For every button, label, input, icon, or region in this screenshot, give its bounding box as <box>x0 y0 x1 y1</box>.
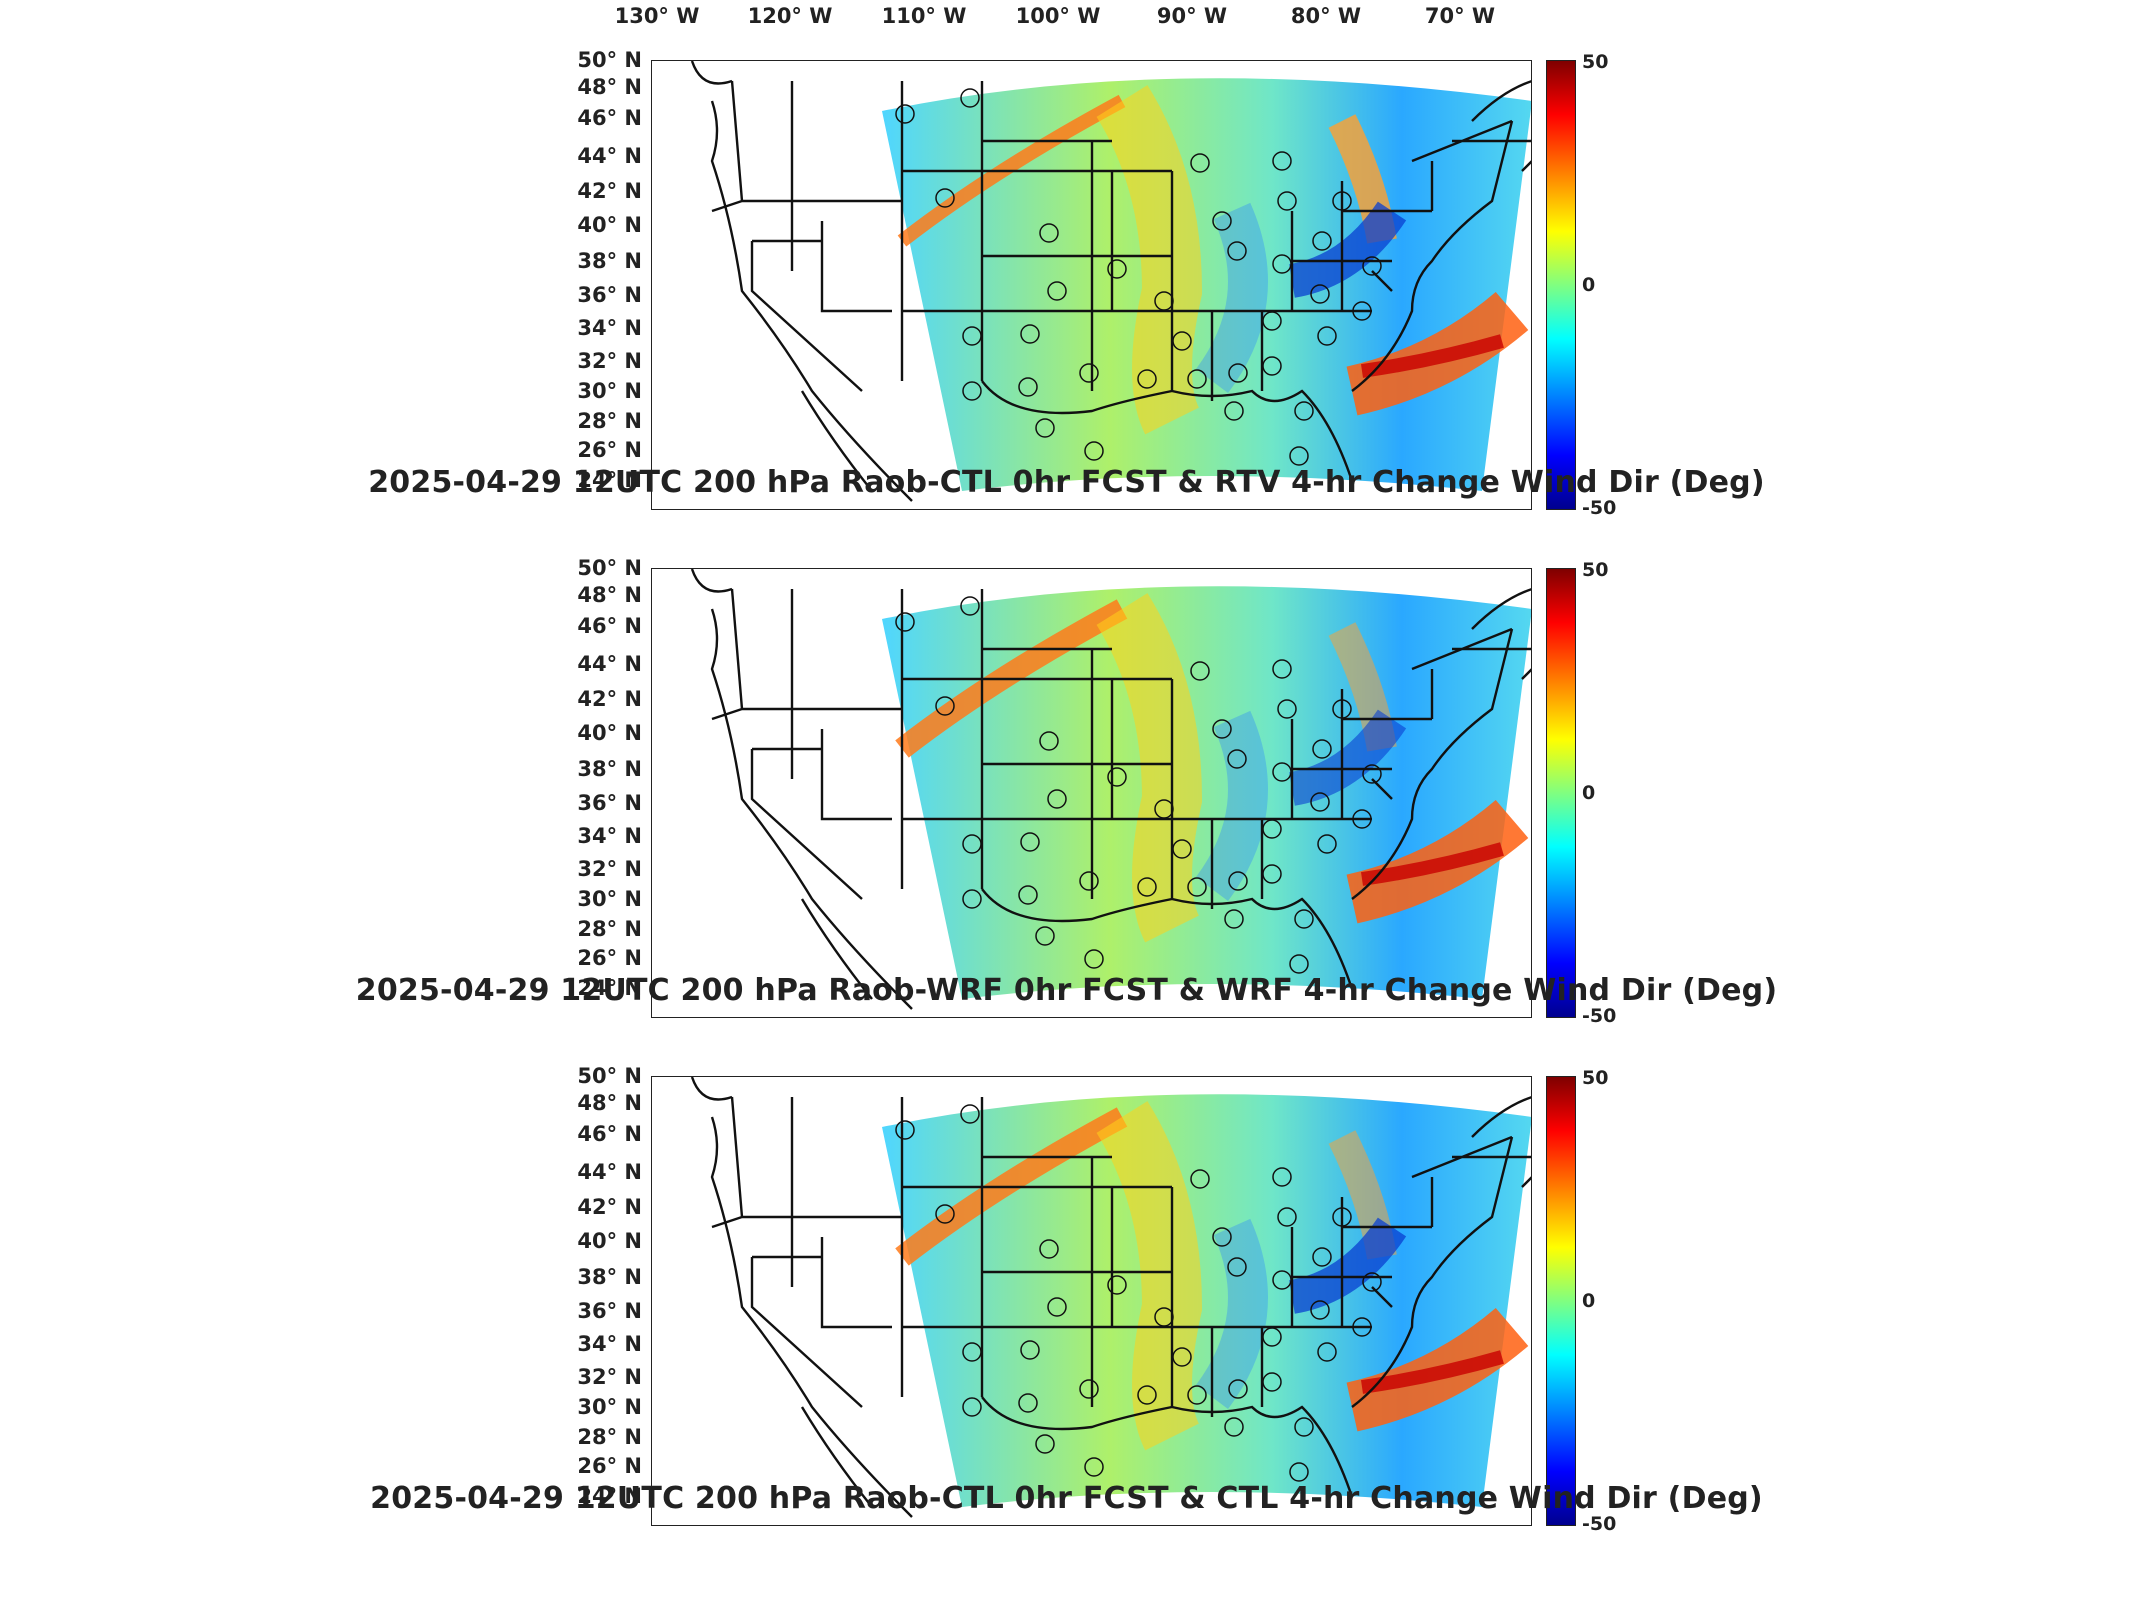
lat-label: 24° N <box>577 1484 642 1508</box>
lat-label: 46° N <box>577 106 642 130</box>
colorbar-max-label: 50 <box>1582 559 1609 581</box>
lat-label: 36° N <box>577 1299 642 1323</box>
lat-label: 26° N <box>577 438 642 462</box>
panel-title: 2025-04-29 12UTC 200 hPa Raob-CTL 0hr FC… <box>370 1481 1763 1516</box>
lat-label: 36° N <box>577 283 642 307</box>
data-field <box>882 1094 1531 1507</box>
lat-label: 44° N <box>577 1160 642 1184</box>
lat-label: 42° N <box>577 687 642 711</box>
lat-label: 44° N <box>577 144 642 168</box>
colorbar-mid-label: 0 <box>1582 1290 1596 1312</box>
colorbar-mid-label: 0 <box>1582 782 1596 804</box>
lat-label: 42° N <box>577 1195 642 1219</box>
lat-label: 50° N <box>577 1064 642 1088</box>
lat-label: 28° N <box>577 1425 642 1449</box>
lat-label: 44° N <box>577 652 642 676</box>
colorbar-max-label: 50 <box>1582 51 1609 73</box>
latitude-axis: 50° N 48° N 46° N 44° N 42° N 40° N 38° N 36° N… <box>560 1064 650 1526</box>
lon-label: 110° W <box>881 4 967 28</box>
lon-label: 130° W <box>614 4 700 28</box>
lon-label: 100° W <box>1015 4 1101 28</box>
raob-stations <box>895 88 1382 466</box>
state-boundaries <box>690 1077 1531 1518</box>
lon-label: 70° W <box>1424 4 1496 28</box>
map-panel-1: 50° N 48° N 46° N 44° N 42° N 40° N 38° N 36° N… <box>0 0 2133 519</box>
lat-label: 50° N <box>577 48 642 72</box>
lat-label: 48° N <box>577 583 642 607</box>
data-field <box>882 586 1531 999</box>
state-boundaries <box>690 61 1531 502</box>
data-field <box>882 78 1531 491</box>
colorbar-min-label: -50 <box>1582 1513 1617 1535</box>
longitude-axis: 130° W 120° W 110° W 100° W 90° W 80° W … <box>0 0 2133 40</box>
wind-direction-map <box>651 1076 1532 1526</box>
lon-label: 80° W <box>1290 4 1362 28</box>
lat-label: 40° N <box>577 213 642 237</box>
colorbar-mid-label: 0 <box>1582 274 1596 296</box>
lat-label: 38° N <box>577 1265 642 1289</box>
colorbar-max-label: 50 <box>1582 1067 1609 1089</box>
lat-label: 24° N <box>577 976 642 1000</box>
map-panel-3: 50° N 48° N 46° N 44° N 42° N 40° N 38° N 36° N… <box>0 1016 2133 1535</box>
lat-label: 46° N <box>577 1122 642 1146</box>
colorbar <box>1546 568 1576 1018</box>
lat-label: 30° N <box>577 1395 642 1419</box>
lat-label: 48° N <box>577 1091 642 1115</box>
colorbar <box>1546 1076 1576 1526</box>
lat-label: 42° N <box>577 179 642 203</box>
lat-label: 50° N <box>577 556 642 580</box>
lat-label: 34° N <box>577 316 642 340</box>
lat-label: 28° N <box>577 409 642 433</box>
colorbar-min-label: -50 <box>1582 497 1617 519</box>
latitude-axis: 50° N 48° N 46° N 44° N 42° N 40° N 38° N 36° N… <box>560 48 650 510</box>
lat-label: 38° N <box>577 757 642 781</box>
lat-label: 28° N <box>577 917 642 941</box>
lat-label: 26° N <box>577 946 642 970</box>
state-boundaries <box>690 569 1531 1010</box>
lat-label: 36° N <box>577 791 642 815</box>
lat-label: 40° N <box>577 1229 642 1253</box>
raob-stations <box>895 1104 1382 1482</box>
panel-title: 2025-04-29 12UTC 200 hPa Raob-CTL 0hr FC… <box>368 465 1765 500</box>
lat-label: 34° N <box>577 1332 642 1356</box>
lon-label: 120° W <box>747 4 833 28</box>
lat-label: 46° N <box>577 614 642 638</box>
colorbar-min-label: -50 <box>1582 1005 1617 1027</box>
panel-title: 2025-04-29 12UTC 200 hPa Raob-WRF 0hr FC… <box>355 973 1778 1008</box>
lat-label: 48° N <box>577 75 642 99</box>
lat-label: 32° N <box>577 1365 642 1389</box>
lat-label: 24° N <box>577 468 642 492</box>
raob-stations <box>895 596 1382 974</box>
lat-label: 40° N <box>577 721 642 745</box>
wind-direction-map <box>651 60 1532 510</box>
lat-label: 34° N <box>577 824 642 848</box>
latitude-axis: 50° N 48° N 46° N 44° N 42° N 40° N 38° N 36° N… <box>560 556 650 1018</box>
lon-label: 90° W <box>1156 4 1228 28</box>
lat-label: 38° N <box>577 249 642 273</box>
colorbar <box>1546 60 1576 510</box>
wind-direction-map <box>651 568 1532 1018</box>
lat-label: 32° N <box>577 349 642 373</box>
lat-label: 30° N <box>577 887 642 911</box>
lat-label: 30° N <box>577 379 642 403</box>
lat-label: 32° N <box>577 857 642 881</box>
lat-label: 26° N <box>577 1454 642 1478</box>
map-panel-2: 50° N 48° N 46° N 44° N 42° N 40° N 38° N 36° N… <box>0 508 2133 1027</box>
